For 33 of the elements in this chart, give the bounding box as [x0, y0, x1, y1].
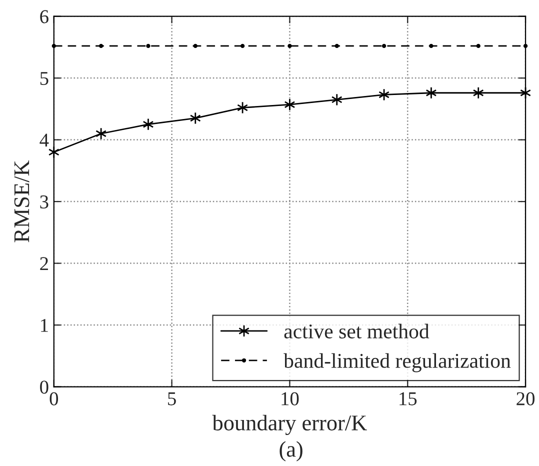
point — [142, 118, 154, 131]
point — [334, 44, 339, 48]
point — [331, 93, 342, 106]
point — [426, 86, 437, 100]
y-tick-label: 4 — [40, 134, 49, 147]
point — [98, 44, 104, 48]
legend-label: band-limited regularization — [284, 353, 511, 372]
y-tick-label: 6 — [40, 10, 48, 24]
x-axis-title: boundary error/K — [212, 414, 367, 436]
point — [429, 44, 434, 48]
legend-label: active set method — [284, 324, 430, 338]
x-tick-label: 0 — [50, 392, 58, 406]
point — [284, 98, 296, 111]
x-tick-label: 10 — [282, 392, 299, 406]
point — [288, 44, 292, 48]
y-tick-label: 3 — [40, 195, 48, 208]
x-tick-label: 15 — [400, 392, 417, 406]
point — [240, 44, 245, 48]
point — [146, 44, 150, 48]
point — [476, 44, 480, 48]
y-tick-label: 0 — [40, 380, 48, 394]
y-tick-label: 5 — [40, 72, 48, 85]
y-tick-label: 1 — [41, 318, 48, 332]
point — [193, 44, 198, 48]
y-tick-label: 2 — [40, 257, 48, 270]
x-tick-label: 5 — [168, 392, 176, 406]
text: (a) — [280, 441, 302, 462]
x-tick-label: 20 — [516, 392, 535, 406]
point — [472, 86, 484, 100]
point — [96, 127, 107, 140]
point — [382, 44, 386, 48]
y-axis-title: RMSE/K — [14, 160, 30, 242]
point — [190, 112, 201, 124]
